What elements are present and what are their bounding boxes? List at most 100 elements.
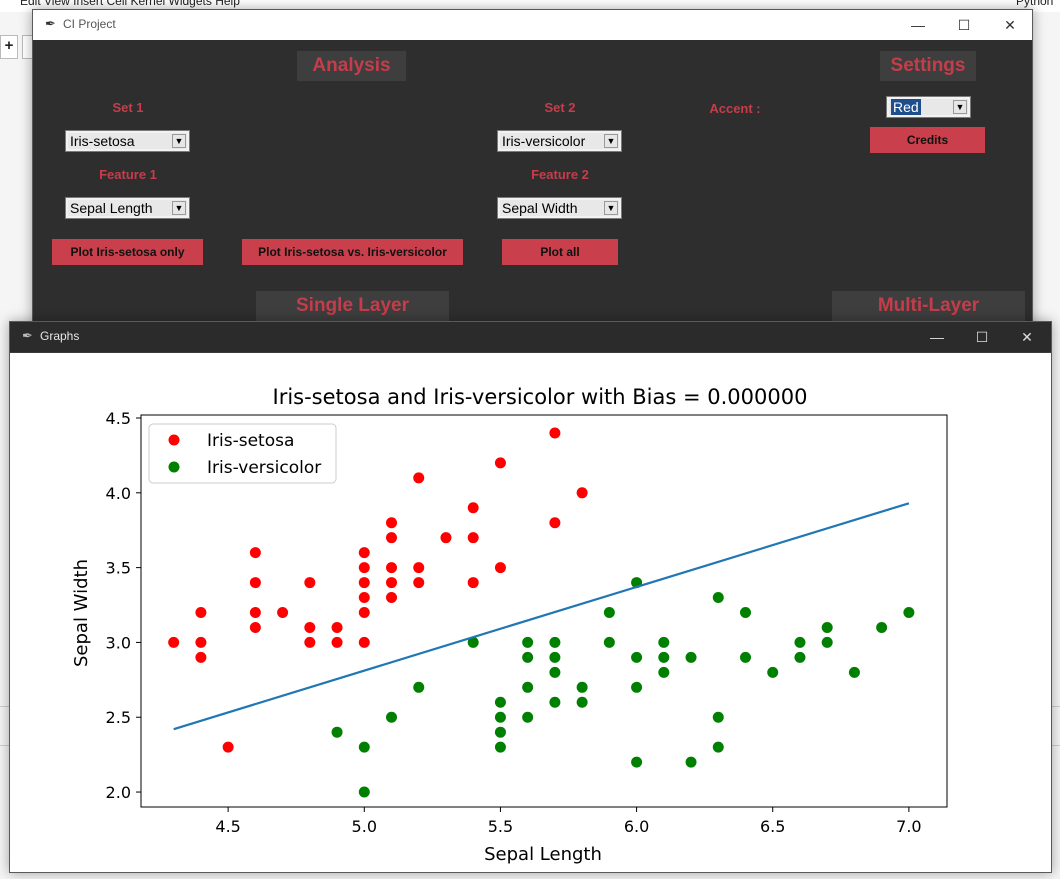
legend-box: [148, 423, 337, 484]
iris-setosa-point: [168, 636, 180, 648]
iris-setosa-point: [222, 741, 234, 753]
feature1-dropdown-value: Sepal Length: [70, 200, 153, 216]
iris-setosa-point: [249, 577, 261, 589]
iris-versicolor-point: [494, 726, 506, 738]
iris-setosa-point: [304, 621, 316, 633]
graphs-titlebar: ✒ Graphs — ☐ ✕: [10, 322, 1051, 353]
set1-label: Set 1: [112, 100, 144, 115]
chart-title: Iris-setosa and Iris-versicolor with Bia…: [273, 385, 808, 409]
minimize-icon[interactable]: —: [930, 329, 944, 345]
iris-versicolor-point: [658, 651, 670, 663]
iris-versicolor-point: [358, 786, 370, 798]
accent-dropdown[interactable]: Red ▼: [886, 96, 971, 118]
iris-versicolor-point: [903, 606, 915, 618]
iris-versicolor-point: [658, 666, 670, 678]
iris-setosa-point: [576, 487, 588, 499]
feature2-label: Feature 2: [531, 167, 589, 182]
iris-setosa-point: [549, 427, 561, 439]
iris-setosa-point: [386, 532, 398, 544]
iris-versicolor-point: [685, 756, 697, 768]
plot-all-button[interactable]: Plot all: [502, 239, 618, 265]
set1-dropdown[interactable]: Iris-setosa ▼: [65, 130, 190, 152]
x-tick-label: 5.5: [488, 817, 513, 836]
y-tick-label: 2.0: [106, 783, 131, 802]
background-menu-text: Edit View Insert Cell Kernel Widgets Hel…: [20, 0, 240, 8]
y-tick-label: 4.5: [106, 409, 131, 428]
feature2-dropdown[interactable]: Sepal Width ▼: [497, 197, 622, 219]
legend-label: Iris-setosa: [207, 431, 294, 451]
minimize-icon[interactable]: —: [911, 17, 925, 33]
single-layer-heading: Single Layer: [256, 291, 449, 321]
iris-setosa-point: [195, 606, 207, 618]
chevron-down-icon: ▼: [604, 134, 618, 148]
x-tick-label: 5.0: [352, 817, 377, 836]
plot-vs-button[interactable]: Plot Iris-setosa vs. Iris-versicolor: [242, 239, 463, 265]
iris-versicolor-point: [576, 681, 588, 693]
add-cell-icon[interactable]: +: [0, 35, 18, 59]
iris-versicolor-point: [549, 666, 561, 678]
iris-setosa-point: [386, 577, 398, 589]
iris-versicolor-point: [494, 741, 506, 753]
iris-setosa-point: [277, 606, 289, 618]
legend-marker: [168, 434, 180, 446]
iris-versicolor-point: [794, 651, 806, 663]
credits-button[interactable]: Credits: [870, 127, 985, 153]
feature1-dropdown[interactable]: Sepal Length ▼: [65, 197, 190, 219]
iris-setosa-point: [413, 577, 425, 589]
iris-versicolor-point: [467, 636, 479, 648]
iris-setosa-point: [467, 502, 479, 514]
set2-label: Set 2: [544, 100, 576, 115]
iris-setosa-point: [467, 577, 479, 589]
iris-versicolor-point: [549, 651, 561, 663]
iris-versicolor-point: [631, 756, 643, 768]
iris-versicolor-point: [631, 681, 643, 693]
iris-setosa-point: [549, 517, 561, 529]
iris-versicolor-point: [658, 636, 670, 648]
legend-marker: [168, 461, 180, 473]
feather-icon: ✒: [45, 16, 56, 31]
chevron-down-icon: ▼: [172, 201, 186, 215]
graphs-window: ✒ Graphs — ☐ ✕ Iris-setosa and Iris-vers…: [9, 321, 1052, 873]
maximize-icon[interactable]: ☐: [957, 17, 971, 33]
x-tick-label: 7.0: [896, 817, 921, 836]
iris-versicolor-point: [576, 696, 588, 708]
iris-setosa-point: [195, 636, 207, 648]
iris-setosa-point: [249, 547, 261, 559]
iris-setosa-point: [331, 621, 343, 633]
iris-versicolor-point: [740, 651, 751, 663]
iris-versicolor-point: [522, 681, 534, 693]
iris-setosa-point: [249, 621, 261, 633]
graphs-window-title: Graphs: [40, 329, 80, 343]
iris-versicolor-point: [876, 621, 888, 633]
iris-setosa-point: [386, 517, 398, 529]
iris-versicolor-point: [821, 636, 833, 648]
iris-setosa-point: [358, 547, 370, 559]
plot-one-button[interactable]: Plot Iris-setosa only: [52, 239, 203, 265]
maximize-icon[interactable]: ☐: [975, 329, 989, 345]
iris-versicolor-point: [712, 592, 724, 604]
iris-versicolor-point: [767, 666, 779, 678]
y-tick-label: 3.5: [106, 559, 131, 578]
feather-icon: ✒: [22, 328, 33, 343]
y-tick-label: 4.0: [106, 484, 131, 503]
multi-layer-heading: Multi-Layer: [832, 291, 1025, 321]
iris-setosa-point: [249, 606, 261, 618]
close-icon[interactable]: ✕: [1021, 329, 1033, 345]
iris-versicolor-point: [603, 636, 615, 648]
iris-setosa-point: [413, 472, 425, 484]
iris-setosa-point: [494, 457, 506, 469]
close-icon[interactable]: ✕: [1004, 17, 1016, 33]
iris-versicolor-point: [631, 651, 643, 663]
iris-versicolor-point: [549, 696, 561, 708]
chevron-down-icon: ▼: [604, 201, 618, 215]
iris-setosa-point: [386, 562, 398, 574]
settings-heading: Settings: [880, 51, 976, 81]
iris-setosa-point: [358, 606, 370, 618]
chevron-down-icon: ▼: [172, 134, 186, 148]
iris-versicolor-point: [821, 621, 833, 633]
x-tick-label: 6.0: [624, 817, 649, 836]
y-tick-label: 3.0: [106, 633, 131, 652]
set2-dropdown[interactable]: Iris-versicolor ▼: [497, 130, 622, 152]
iris-setosa-point: [358, 636, 370, 648]
iris-setosa-point: [195, 651, 207, 663]
